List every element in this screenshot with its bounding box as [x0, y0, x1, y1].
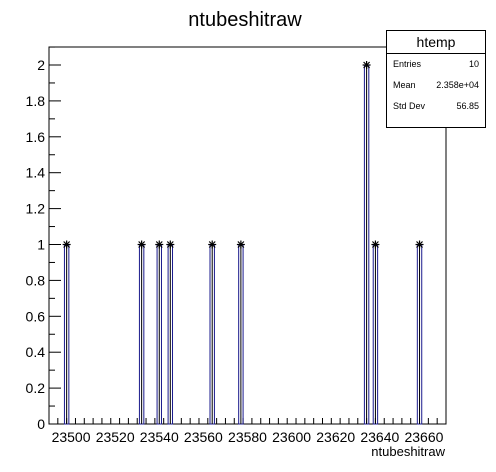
stats-value: 10	[468, 59, 479, 69]
x-tick-label: 23540	[140, 429, 179, 445]
x-tick-label: 23600	[272, 429, 311, 445]
plot-frame	[48, 46, 447, 425]
y-tick-label: 1.4	[26, 165, 46, 181]
data-point-marker	[236, 240, 245, 249]
data-point-marker	[415, 240, 424, 249]
x-axis-label: ntubeshitraw	[371, 444, 445, 459]
data-point-marker	[371, 240, 380, 249]
stats-row-mean: Mean 2.358e+04	[387, 75, 485, 96]
data-point-marker	[208, 240, 217, 249]
stats-key: Mean	[393, 80, 416, 90]
data-point-marker	[166, 240, 175, 249]
data-point-marker	[137, 240, 146, 249]
stats-row-entries: Entries 10	[387, 54, 485, 75]
x-tick-label: 23520	[96, 429, 135, 445]
y-tick-label: 1.6	[26, 129, 46, 145]
bars-group	[63, 64, 423, 425]
y-tick-label: 2	[37, 57, 45, 73]
y-tick-label: 0.8	[26, 272, 46, 288]
stats-key: Entries	[393, 59, 422, 69]
data-point-marker	[362, 61, 371, 69]
x-tick-label: 23620	[316, 429, 355, 445]
chart-title: ntubeshitraw	[188, 9, 302, 31]
y-tick-label: 0.6	[26, 308, 46, 324]
stats-value: 2.358e+04	[436, 80, 479, 90]
x-axis: 23500 23520 23540 23560 23580 23600 23620 23640…	[48, 418, 447, 445]
data-point-marker	[155, 240, 164, 249]
y-tick-label: 1.2	[26, 201, 46, 217]
stats-value: 56.85	[456, 101, 479, 111]
y-tick-label: 0.2	[26, 380, 46, 396]
y-tick-label: 0	[37, 416, 45, 432]
y-tick-label: 1	[37, 237, 45, 253]
x-tick-label: 23660	[404, 429, 443, 445]
x-tick-label: 23580	[228, 429, 267, 445]
markers-group	[62, 61, 424, 249]
x-tick-label: 23500	[52, 429, 91, 445]
x-tick-label: 23640	[360, 429, 399, 445]
data-point-marker	[62, 240, 71, 249]
stats-box: htemp Entries 10 Mean 2.358e+04 Std Dev …	[386, 30, 486, 128]
y-tick-label: 1.8	[26, 93, 46, 109]
y-axis: 0 0.2 0.4 0.6 0.8 1 1.2 1.4 1.6 1.8 2	[26, 46, 61, 432]
y-tick-label: 0.4	[26, 344, 46, 360]
stats-key: Std Dev	[393, 101, 426, 111]
x-tick-label: 23560	[184, 429, 223, 445]
stats-row-stddev: Std Dev 56.85	[387, 96, 485, 117]
stats-title: htemp	[387, 31, 485, 54]
